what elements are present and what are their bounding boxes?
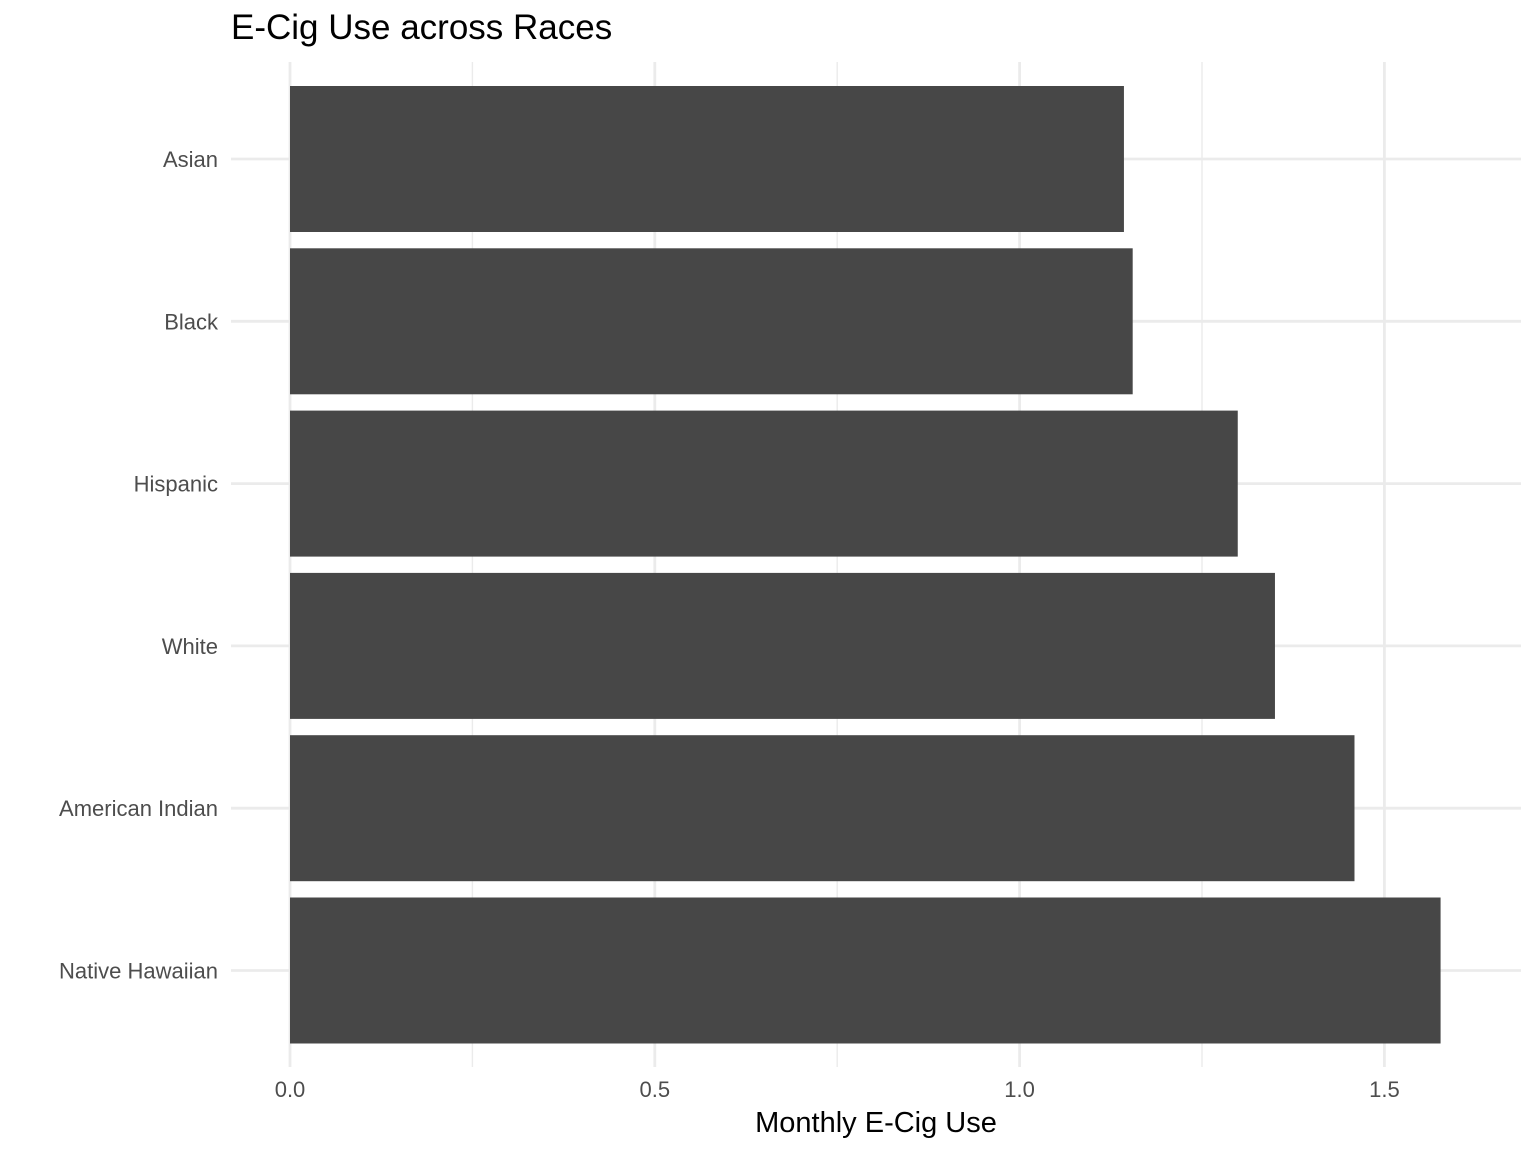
x-tick-label: 1.0 [1004, 1077, 1035, 1102]
y-tick-label: Hispanic [134, 472, 218, 497]
x-tick-label: 1.5 [1369, 1077, 1400, 1102]
x-tick-label: 0.5 [640, 1077, 671, 1102]
x-tick-label: 0.0 [275, 1077, 306, 1102]
y-tick-label: American Indian [59, 796, 218, 821]
bar-white [290, 572, 1275, 719]
y-tick-label: White [162, 634, 218, 659]
y-tick-label: Asian [163, 147, 218, 172]
y-tick-label: Black [164, 309, 219, 334]
bars [290, 86, 1441, 1044]
bar-black [290, 248, 1133, 395]
bar-american-indian [290, 735, 1355, 882]
bar-native-hawaiian [290, 897, 1441, 1044]
x-axis-title: Monthly E-Cig Use [755, 1107, 997, 1139]
y-axis-tick-labels: Asian Black Hispanic White American Indian Na… [59, 147, 219, 984]
chart-title: E-Cig Use across Races [231, 8, 612, 47]
bar-hispanic [290, 410, 1238, 557]
x-axis-tick-labels: 0.0 0.5 1.0 1.5 [275, 1077, 1400, 1102]
bar-asian [290, 86, 1124, 232]
y-tick-label: Native Hawaiian [59, 959, 218, 984]
